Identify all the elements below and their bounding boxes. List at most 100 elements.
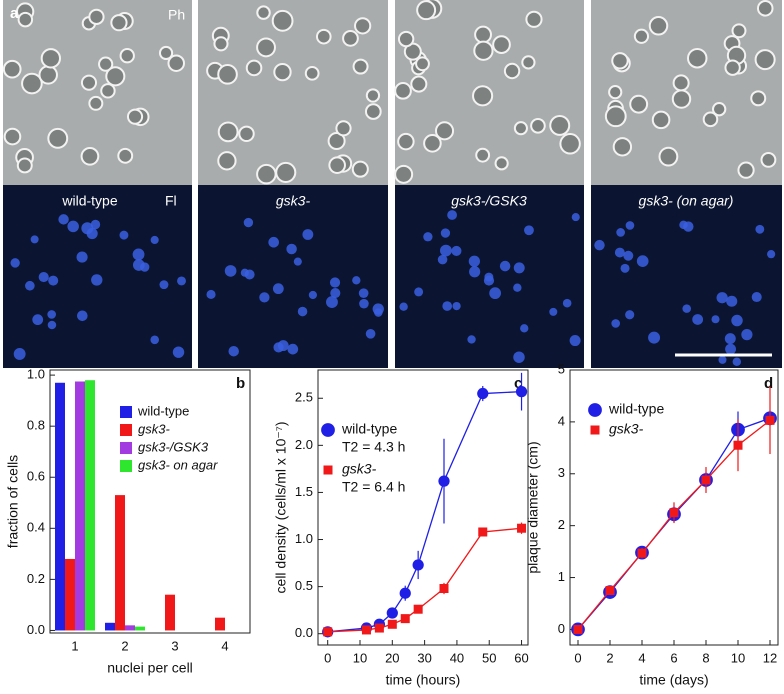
- nucleus: [755, 224, 765, 234]
- nucleus: [10, 258, 20, 268]
- marker: [400, 614, 410, 624]
- x-tick-label: 50: [482, 650, 496, 665]
- nucleus: [447, 210, 458, 220]
- x-tick-label: 1: [71, 638, 78, 653]
- nucleus: [58, 214, 69, 225]
- nucleus: [636, 255, 649, 267]
- cell: [604, 105, 627, 128]
- y-tick-label: 0.6: [27, 469, 45, 484]
- nucleus: [620, 263, 630, 273]
- nucleus: [273, 342, 284, 353]
- nucleus: [358, 288, 369, 299]
- fluor-image: [591, 185, 782, 368]
- nucleus: [469, 266, 481, 278]
- nucleus: [132, 248, 145, 261]
- nucleus: [150, 335, 160, 345]
- nucleus: [614, 247, 625, 258]
- cell: [612, 137, 633, 157]
- nucleus: [287, 343, 299, 355]
- fluor-image: [198, 185, 388, 368]
- nucleus: [468, 255, 481, 267]
- nucleus: [442, 301, 453, 311]
- bar: [55, 382, 65, 631]
- legend-marker: [588, 403, 602, 417]
- bar: [105, 622, 115, 631]
- nucleus: [177, 276, 186, 286]
- cell: [16, 157, 33, 174]
- nucleus: [594, 239, 605, 251]
- cell: [397, 132, 415, 151]
- legend-swatch: [120, 442, 132, 454]
- cell: [415, 56, 430, 72]
- nucleus: [414, 287, 424, 297]
- cell: [354, 17, 372, 35]
- cell: [394, 164, 414, 184]
- y-tick-label: 2: [558, 517, 565, 532]
- y-tick-label: 0.2: [27, 571, 45, 586]
- nucleus: [48, 275, 59, 286]
- cell: [687, 47, 708, 69]
- y-axis-label: cell density (cells/ml x 10⁻⁷): [273, 422, 289, 594]
- cell: [611, 52, 629, 70]
- marker: [515, 386, 528, 398]
- cell: [472, 85, 494, 107]
- y-tick-label: 1: [558, 569, 565, 584]
- marker: [765, 415, 775, 425]
- legend-label: wild-type: [608, 401, 664, 417]
- x-tick-label: 10: [731, 650, 745, 665]
- nucleus: [437, 254, 448, 265]
- plot-frame: [49, 369, 251, 634]
- nucleus: [268, 236, 279, 248]
- cell: [434, 121, 455, 141]
- strain-label: gsk3-: [276, 193, 311, 209]
- nucleus: [711, 315, 720, 324]
- cell: [40, 48, 62, 69]
- phase-label: Ph: [168, 7, 185, 23]
- cell: [629, 94, 649, 114]
- cell: [256, 163, 277, 185]
- cell: [47, 127, 69, 149]
- cell: [364, 103, 382, 120]
- x-tick-label: 20: [385, 650, 399, 665]
- nucleus: [751, 291, 762, 303]
- cell: [549, 114, 571, 136]
- cell: [273, 62, 292, 82]
- nucleus: [47, 310, 56, 319]
- legend-marker: [323, 465, 333, 475]
- marker: [573, 624, 583, 634]
- nucleus: [399, 302, 408, 311]
- nucleus: [293, 257, 302, 266]
- marker: [637, 548, 647, 558]
- nucleus: [451, 245, 462, 256]
- marker: [413, 604, 423, 614]
- plot-frame: [317, 369, 529, 646]
- nucleus: [623, 250, 634, 261]
- nucleus: [489, 287, 502, 300]
- nucleus: [571, 213, 580, 222]
- nucleus: [679, 220, 688, 230]
- nucleus: [513, 351, 525, 363]
- cell: [410, 75, 428, 93]
- cell: [17, 11, 34, 28]
- nucleus: [716, 292, 728, 304]
- legend-swatch: [120, 406, 132, 418]
- bar: [85, 380, 95, 631]
- nucleus: [308, 290, 317, 300]
- cell: [702, 111, 719, 128]
- cell: [474, 25, 492, 44]
- micrographs: [2, 0, 782, 368]
- y-axis-label: plaque diameter (cm): [525, 441, 541, 573]
- nucleus: [297, 306, 308, 317]
- panel-label: c: [514, 375, 522, 392]
- nucleus: [513, 262, 525, 274]
- nucleus: [648, 331, 661, 344]
- nucleus: [47, 320, 57, 330]
- cell: [416, 0, 437, 21]
- cell: [731, 23, 747, 39]
- legend-label: gsk3-: [609, 421, 644, 437]
- nucleus: [150, 235, 159, 245]
- cell: [110, 14, 128, 32]
- legend-note: T2 = 4.3 h: [342, 439, 405, 455]
- cell: [88, 8, 105, 25]
- marker: [399, 587, 411, 599]
